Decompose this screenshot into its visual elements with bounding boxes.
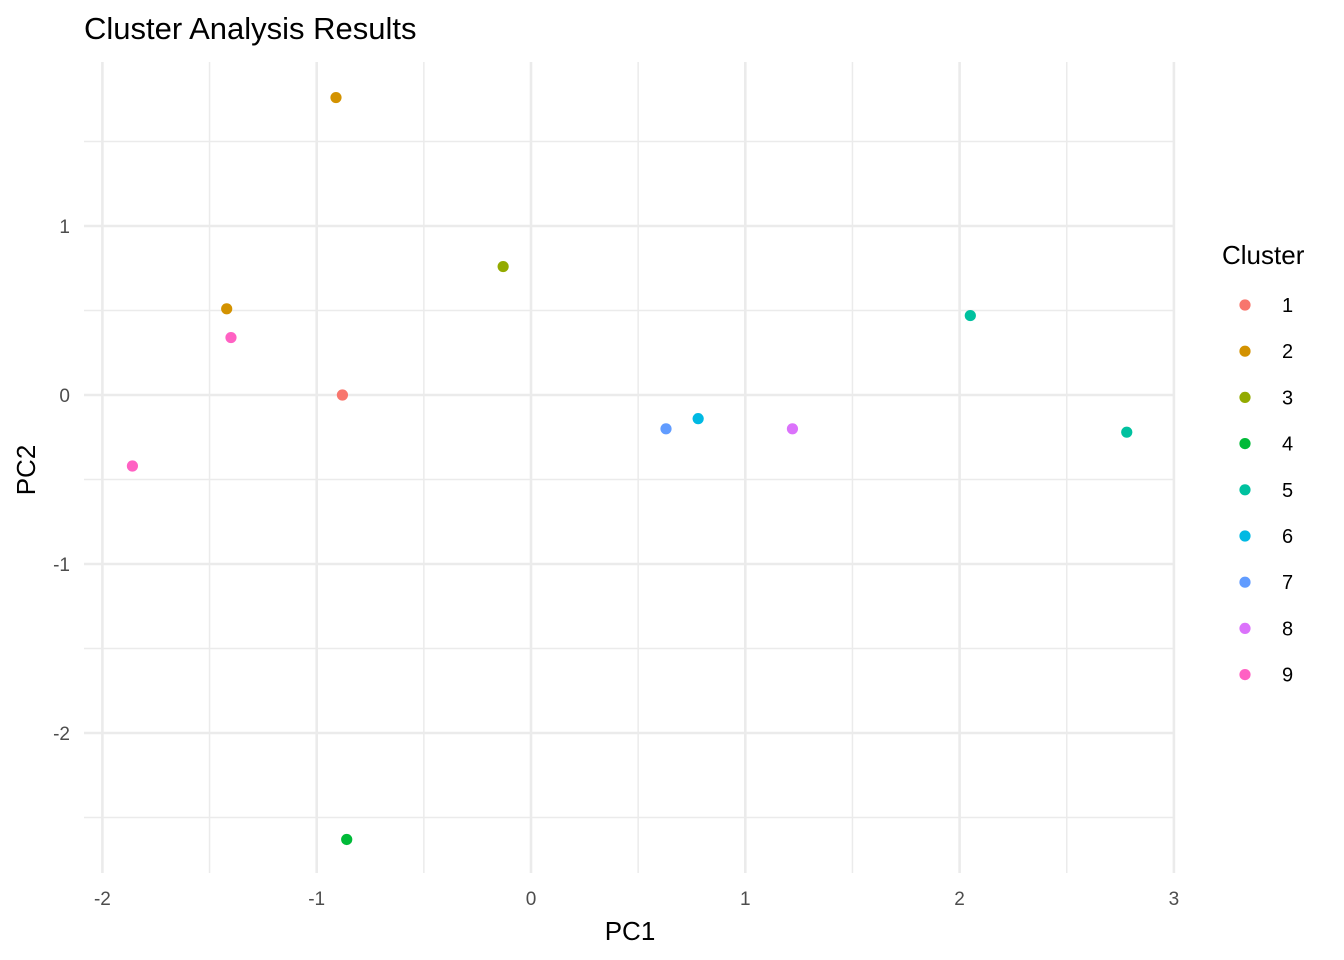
- data-point-cluster-5: [964, 309, 976, 322]
- data-point-cluster-9: [225, 331, 237, 344]
- y-tick-label: -2: [53, 724, 70, 745]
- data-point-cluster-5: [1121, 426, 1133, 438]
- x-tick-label: 2: [954, 889, 965, 910]
- data-point-cluster-9: [126, 460, 139, 472]
- legend-item-5: 5: [1239, 480, 1293, 502]
- legend-marker: [1239, 484, 1251, 496]
- x-tick-label: 1: [740, 889, 751, 910]
- legend-item-4: 4: [1239, 434, 1293, 456]
- legend-marker: [1239, 576, 1251, 588]
- legend-label: 3: [1282, 387, 1293, 409]
- legend-item-8: 8: [1239, 618, 1293, 640]
- data-point-cluster-1: [336, 389, 349, 401]
- x-axis-tick-labels: -2 -1 0 1 2 3: [94, 889, 1179, 910]
- legend-item-1: 1: [1239, 295, 1293, 317]
- legend-item-9: 9: [1239, 665, 1293, 687]
- data-points: [126, 91, 1133, 846]
- legend-label: 4: [1282, 434, 1293, 456]
- y-tick-label: 1: [59, 217, 70, 238]
- x-tick-label: 0: [526, 889, 537, 910]
- x-tick-label: -1: [308, 889, 325, 910]
- legend-item-2: 2: [1239, 341, 1293, 363]
- x-axis-title: PC1: [605, 916, 656, 946]
- legend-marker: [1239, 530, 1251, 542]
- x-tick-label: 3: [1169, 889, 1180, 910]
- chart-title: Cluster Analysis Results: [84, 11, 417, 46]
- y-tick-label: 0: [59, 386, 70, 407]
- data-point-cluster-4: [341, 833, 353, 846]
- legend-item-7: 7: [1239, 572, 1293, 594]
- legend-items: 1 2 3 4 5 6 7 8 9: [1239, 295, 1293, 687]
- legend: Cluster 1 2 3 4 5 6 7 8 9: [1222, 240, 1305, 687]
- data-point-cluster-2: [330, 91, 342, 104]
- legend-label: 5: [1282, 480, 1293, 502]
- data-point-cluster-2: [221, 303, 233, 315]
- data-point-cluster-7: [660, 423, 672, 435]
- data-point-cluster-8: [786, 423, 799, 435]
- data-point-cluster-6: [692, 413, 704, 425]
- legend-label: 9: [1282, 665, 1293, 687]
- legend-label: 7: [1282, 572, 1293, 594]
- legend-title: Cluster: [1222, 240, 1305, 270]
- y-axis-tick-labels: -2 -1 0 1: [53, 217, 70, 745]
- legend-marker: [1239, 299, 1251, 311]
- legend-label: 2: [1282, 341, 1293, 363]
- legend-label: 1: [1282, 295, 1293, 317]
- legend-marker: [1239, 438, 1251, 450]
- legend-marker: [1239, 622, 1251, 635]
- legend-label: 8: [1282, 618, 1293, 640]
- legend-marker: [1239, 345, 1251, 357]
- legend-item-6: 6: [1239, 526, 1293, 548]
- data-point-cluster-3: [497, 260, 509, 273]
- grid: [84, 62, 1176, 873]
- legend-marker: [1239, 391, 1251, 403]
- legend-item-3: 3: [1239, 387, 1293, 409]
- y-axis-title: PC2: [11, 445, 41, 496]
- x-tick-label: -2: [94, 889, 111, 910]
- legend-marker: [1239, 669, 1251, 681]
- legend-label: 6: [1282, 526, 1293, 548]
- y-tick-label: -1: [53, 555, 70, 576]
